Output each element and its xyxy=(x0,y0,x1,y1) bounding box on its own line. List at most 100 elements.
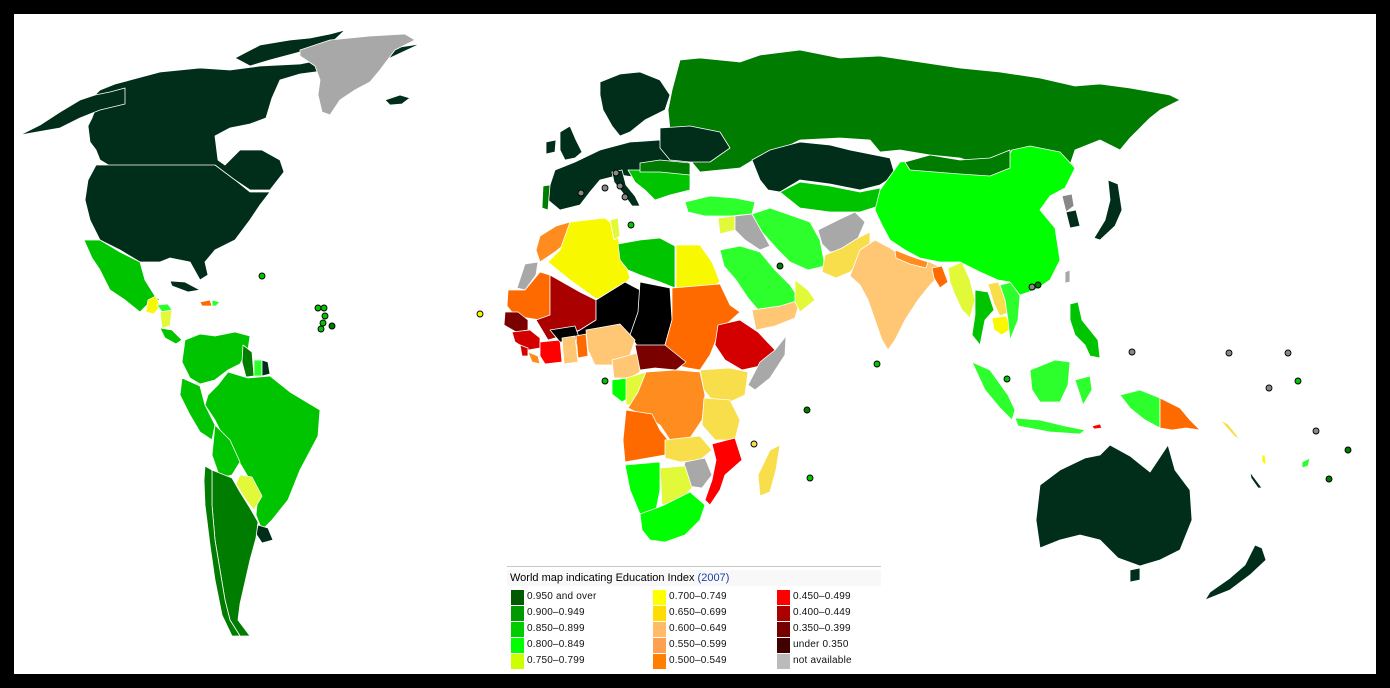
country-vanuatu[interactable] xyxy=(1261,454,1267,466)
country-russia[interactable] xyxy=(667,49,1181,173)
country-uganda-kenya[interactable] xyxy=(699,367,749,403)
island-dot-san-marino[interactable] xyxy=(616,182,624,190)
country-nepal[interactable] xyxy=(894,249,929,269)
country-sudan[interactable] xyxy=(664,283,741,371)
country-panama-cr[interactable] xyxy=(159,327,183,345)
country-balkans-eastern-europe[interactable] xyxy=(627,169,691,201)
island-dot-monaco[interactable] xyxy=(601,184,609,192)
country-sumatra[interactable] xyxy=(971,361,1016,421)
country-turkey[interactable] xyxy=(684,195,756,217)
island-dot-sao-tome[interactable] xyxy=(601,377,609,385)
country-tunisia[interactable] xyxy=(609,217,621,241)
island-dot-macau[interactable] xyxy=(1034,281,1042,289)
country-togo-benin[interactable] xyxy=(575,333,589,359)
island-dot-nauru[interactable] xyxy=(1265,384,1273,392)
country-yemen[interactable] xyxy=(751,299,801,331)
country-thailand[interactable] xyxy=(971,289,995,346)
country-new-zealand[interactable] xyxy=(1204,544,1267,601)
country-solomon-islands[interactable] xyxy=(1219,419,1241,441)
country-guatemala[interactable] xyxy=(145,295,161,315)
country-tanzania[interactable] xyxy=(701,397,741,441)
country-liberia[interactable] xyxy=(527,351,541,365)
country-new-guinea-west[interactable] xyxy=(1119,389,1161,429)
country-south-africa[interactable] xyxy=(639,491,706,543)
island-dot-samoa[interactable] xyxy=(1344,446,1352,454)
country-south-korea[interactable] xyxy=(1065,209,1081,229)
country-syria[interactable] xyxy=(717,215,736,235)
island-dot-tonga[interactable] xyxy=(1325,475,1333,483)
country-philippines[interactable] xyxy=(1069,301,1101,359)
country-java[interactable] xyxy=(1014,417,1086,435)
island-dot-hong-kong[interactable] xyxy=(1028,283,1036,291)
island-dot-antilles-4[interactable] xyxy=(319,319,327,327)
country-scandinavia[interactable] xyxy=(599,71,671,137)
island-dot-bahamas[interactable] xyxy=(258,272,266,280)
country-cote-divoire[interactable] xyxy=(539,339,563,365)
island-dot-singapore[interactable] xyxy=(1003,375,1011,383)
country-taiwan[interactable] xyxy=(1064,269,1071,284)
country-suriname[interactable] xyxy=(253,359,263,377)
country-madagascar[interactable] xyxy=(757,444,781,497)
country-chile[interactable] xyxy=(203,465,241,637)
island-dot-mauritius[interactable] xyxy=(806,474,814,482)
island-dot-comoros[interactable] xyxy=(750,440,758,448)
country-mongolia[interactable] xyxy=(904,149,1011,177)
country-cameroon[interactable] xyxy=(611,351,641,379)
country-bangladesh[interactable] xyxy=(931,265,949,289)
country-japan[interactable] xyxy=(1093,179,1123,241)
country-egypt[interactable] xyxy=(675,244,721,289)
country-ukraine-belarus[interactable] xyxy=(659,125,731,163)
island-dot-antilles-3[interactable] xyxy=(321,312,329,320)
country-kazakhstan[interactable] xyxy=(751,141,896,193)
country-haiti[interactable] xyxy=(199,299,213,307)
country-alaska[interactable] xyxy=(19,87,126,136)
country-oman[interactable] xyxy=(794,279,816,313)
country-colombia-venezuela[interactable] xyxy=(181,331,251,385)
island-dot-cape-verde[interactable] xyxy=(476,310,484,318)
island-dot-antilles-1[interactable] xyxy=(314,304,322,312)
country-fiji[interactable] xyxy=(1301,457,1311,469)
country-sulawesi[interactable] xyxy=(1074,375,1093,406)
island-dot-antilles-2[interactable] xyxy=(320,304,328,312)
country-hungary-romania[interactable] xyxy=(639,159,691,176)
island-dot-andorra[interactable] xyxy=(577,189,585,197)
country-canada-arctic[interactable] xyxy=(234,29,346,67)
country-somalia[interactable] xyxy=(747,335,787,391)
country-peru[interactable] xyxy=(179,377,216,441)
country-uk-ireland[interactable] xyxy=(545,125,583,161)
country-libya[interactable] xyxy=(617,237,676,289)
country-portugal[interactable] xyxy=(541,184,551,211)
country-australia[interactable] xyxy=(1035,444,1193,567)
legend-year-link[interactable]: (2007) xyxy=(697,572,730,584)
island-dot-palau[interactable] xyxy=(1128,348,1136,356)
country-sierra-leone[interactable] xyxy=(519,344,529,357)
island-dot-antilles-5[interactable] xyxy=(328,322,336,330)
island-dot-bahrain[interactable] xyxy=(776,262,784,270)
island-dot-kiribati[interactable] xyxy=(1294,377,1302,385)
island-dot-seychelles[interactable] xyxy=(803,406,811,414)
country-namibia[interactable] xyxy=(624,461,661,516)
country-papua-new-guinea[interactable] xyxy=(1159,397,1201,431)
country-iceland[interactable] xyxy=(384,94,411,106)
island-dot-fsm[interactable] xyxy=(1225,349,1233,357)
island-dot-liechtenstein[interactable] xyxy=(612,169,620,177)
island-dot-maldives[interactable] xyxy=(873,360,881,368)
country-tasmania[interactable] xyxy=(1129,567,1141,583)
country-uruguay[interactable] xyxy=(255,524,274,544)
country-greenland[interactable] xyxy=(299,33,416,116)
island-dot-tuvalu[interactable] xyxy=(1312,427,1320,435)
country-guyana[interactable] xyxy=(241,344,255,378)
country-dominican-republic[interactable] xyxy=(211,299,221,307)
country-north-korea[interactable] xyxy=(1061,193,1075,213)
island-dot-marshall[interactable] xyxy=(1284,349,1292,357)
country-usa[interactable] xyxy=(84,164,271,281)
country-malaysia-borneo[interactable] xyxy=(1029,359,1071,403)
country-myanmar[interactable] xyxy=(947,261,976,319)
country-timor-leste[interactable] xyxy=(1091,423,1103,430)
island-dot-vatican[interactable] xyxy=(621,193,629,201)
island-dot-antilles-6[interactable] xyxy=(317,325,325,333)
country-new-caledonia[interactable] xyxy=(1249,471,1263,489)
country-cambodia[interactable] xyxy=(991,315,1013,336)
country-bolivia[interactable] xyxy=(211,424,241,479)
country-paraguay[interactable] xyxy=(235,474,263,511)
